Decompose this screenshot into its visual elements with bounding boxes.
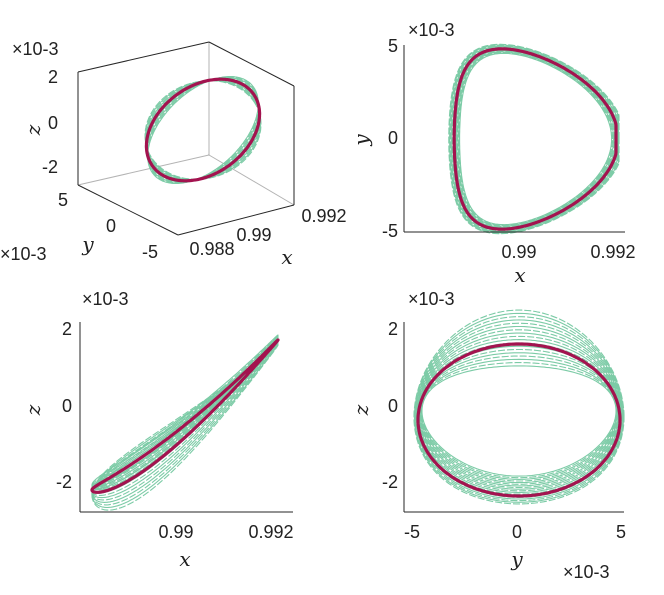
- panel-xy: ×10-3 5 0 -5 y 0.99 0.992 x: [349, 20, 636, 287]
- trajectories-xy: [448, 43, 620, 235]
- perturbed-trajectory: [91, 343, 279, 506]
- perturbed-trajectory: [457, 51, 615, 227]
- perturbed-trajectory: [91, 337, 279, 489]
- y-tick-label: 0: [388, 396, 398, 416]
- perturbed-trajectory: [91, 334, 279, 491]
- x-tick-label: 0.99: [236, 225, 271, 245]
- x-tick-label: 0.992: [590, 242, 635, 262]
- y-tick-label: 5: [388, 36, 398, 56]
- perturbed-trajectory: [146, 77, 260, 183]
- perturbed-trajectory: [91, 342, 279, 503]
- z-tick-label: 2: [48, 67, 58, 87]
- y-axis-label: z: [21, 404, 45, 416]
- x-tick-label: 0.99: [501, 242, 536, 262]
- periodic-orbit: [416, 342, 622, 498]
- y-multiplier: ×10-3: [408, 20, 455, 40]
- perturbed-trajectory: [452, 47, 618, 231]
- x-tick-label: 0.99: [158, 522, 193, 542]
- y-tick-label: 2: [62, 319, 72, 339]
- x-axis-label: x: [514, 263, 525, 287]
- x-tick-label: 0.992: [301, 206, 346, 226]
- trajectories-xz: [90, 334, 280, 511]
- z-tick-label: 0: [48, 113, 58, 133]
- perturbed-trajectory: [146, 78, 260, 182]
- perturbed-trajectory: [458, 52, 614, 226]
- y-tick-label: 5: [58, 190, 68, 210]
- perturbed-trajectory: [456, 50, 615, 228]
- y-tick-label: -2: [56, 472, 72, 492]
- y-multiplier: ×10-3: [408, 289, 455, 309]
- perturbed-trajectory: [91, 337, 279, 489]
- y-tick-label: 0: [388, 128, 398, 148]
- y-tick-label: -2: [382, 472, 398, 492]
- perturbed-trajectory: [145, 79, 261, 181]
- y-multiplier: ×10-3: [82, 289, 129, 309]
- x-multiplier: ×10-3: [563, 562, 610, 582]
- z-axis-label: z: [21, 124, 45, 136]
- perturbed-trajectory: [144, 80, 262, 180]
- panel-xz: ×10-3 2 0 -2 z 0.99 0.992 x: [21, 289, 294, 571]
- x-tick-label: 0.988: [189, 239, 234, 259]
- perturbed-trajectory: [454, 48, 617, 230]
- y-tick-label: 2: [388, 319, 398, 339]
- perturbed-trajectory: [146, 76, 260, 184]
- perturbed-trajectory: [91, 336, 279, 489]
- perturbed-trajectory: [451, 46, 618, 232]
- axes-box-3d: [77, 41, 295, 236]
- y-tick-label: 0: [106, 216, 116, 236]
- perturbed-trajectory: [449, 45, 619, 233]
- x-axis-label: x: [179, 547, 190, 571]
- z-tick-label: -2: [42, 157, 58, 177]
- periodic-orbit: [144, 77, 262, 183]
- perturbed-trajectory: [144, 79, 262, 181]
- y-multiplier: ×10-3: [0, 244, 47, 264]
- perturbed-trajectory: [146, 77, 260, 183]
- y-axis-label: y: [81, 232, 94, 256]
- perturbed-trajectory: [419, 348, 619, 485]
- trajectories-yz: [413, 309, 625, 505]
- perturbed-trajectory: [416, 329, 622, 495]
- perturbed-trajectory: [91, 344, 279, 511]
- y-axis-label: z: [349, 404, 373, 416]
- x-tick-label: 0.992: [248, 522, 293, 542]
- periodic-orbit: [90, 338, 280, 494]
- axes-yz: [403, 322, 624, 513]
- y-axis-label: y: [349, 134, 373, 147]
- trajectories-xyz: [144, 75, 262, 185]
- perturbed-trajectory: [450, 45, 619, 233]
- z-multiplier: ×10-3: [12, 39, 59, 59]
- y-tick-label: -5: [142, 242, 158, 262]
- y-tick-label: -5: [382, 221, 398, 241]
- perturbed-trajectory: [147, 75, 259, 185]
- x-tick-label: -5: [404, 522, 420, 542]
- perturbed-trajectory: [417, 339, 621, 490]
- perturbed-trajectory: [449, 44, 620, 234]
- x-tick-label: 5: [616, 522, 626, 542]
- x-tick-label: 0: [512, 522, 522, 542]
- perturbed-trajectory: [455, 50, 616, 228]
- panel-xyz: ×10-3 2 0 -2 z 5 0 -5 y ×10-3 0.988 0.99…: [0, 39, 347, 269]
- perturbed-trajectory: [454, 49, 616, 229]
- periodic-orbit: [452, 47, 618, 231]
- perturbed-trajectory: [91, 343, 279, 509]
- axes-xy: [403, 45, 625, 233]
- panel-yz: ×10-3 2 0 -2 z -5 0 5 y ×10-3: [349, 289, 626, 582]
- perturbed-trajectory: [145, 79, 261, 181]
- axes-xz: [79, 322, 293, 513]
- perturbed-trajectory: [453, 47, 617, 231]
- y-tick-label: 0: [62, 396, 72, 416]
- perturbed-trajectory: [459, 52, 613, 226]
- x-axis-label: y: [510, 547, 523, 571]
- perturbed-trajectory: [448, 43, 620, 235]
- x-axis-label: x: [281, 245, 292, 269]
- perturbed-trajectory: [413, 309, 625, 505]
